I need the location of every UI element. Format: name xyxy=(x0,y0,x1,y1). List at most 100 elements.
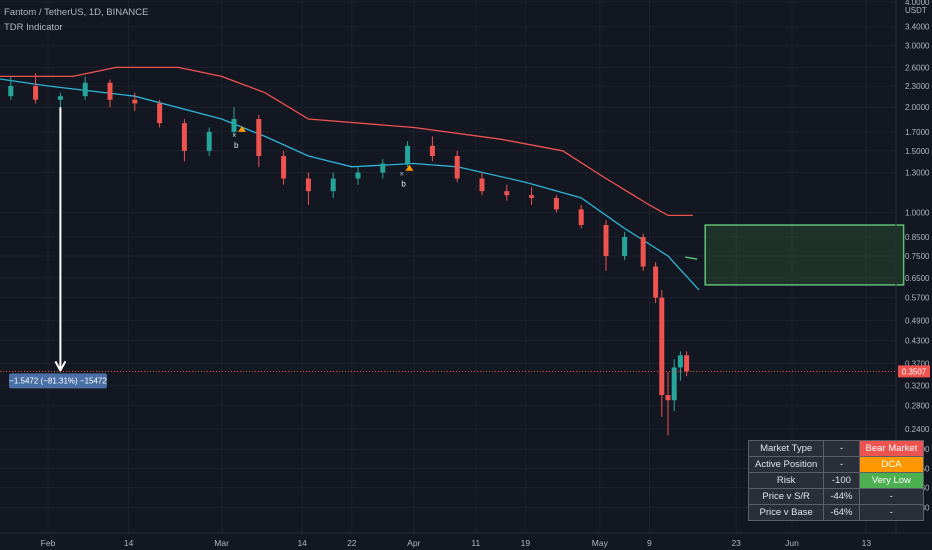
measure-label: −1.5472 (−81.31%) −15472 xyxy=(9,376,107,385)
measure-arrow-head xyxy=(54,360,67,373)
candles xyxy=(8,73,690,436)
candle-body xyxy=(578,209,584,226)
candle-body xyxy=(684,355,690,372)
price-tick-label: 0.8500 xyxy=(905,233,930,242)
time-tick-label: Mar xyxy=(214,538,229,548)
price-tick-label: 4.0000 xyxy=(905,0,930,7)
time-tick-label: 14 xyxy=(297,538,307,548)
price-tick-label: 1.7000 xyxy=(905,128,930,137)
candle-body xyxy=(33,85,39,100)
candle-body xyxy=(640,237,646,267)
time-tick-label: Jun xyxy=(785,538,799,548)
candle-body xyxy=(659,297,665,396)
candle-body xyxy=(677,355,683,368)
time-tick-label: 14 xyxy=(124,538,134,548)
current-price-badge xyxy=(898,365,930,378)
status-key: Price v Base xyxy=(747,504,825,521)
price-tick-label: 0.7500 xyxy=(905,252,930,261)
candle-body xyxy=(405,145,411,164)
candle-body xyxy=(107,82,113,100)
candle-body xyxy=(355,172,361,179)
time-axis[interactable]: Feb 14 Mar 14 22 Apr 11 19 May 9 23 Jun 13 xyxy=(0,532,932,548)
status-key: Risk xyxy=(747,472,825,489)
candle-body xyxy=(529,195,535,198)
candle-body xyxy=(57,96,63,100)
candle-body xyxy=(157,103,163,124)
status-key: Price v S/R xyxy=(747,488,825,505)
status-badge: Bear Market xyxy=(858,440,925,457)
buy-arrow-icon xyxy=(405,164,414,171)
price-tick-label: 0.3200 xyxy=(905,381,930,390)
status-badge: - xyxy=(858,504,925,521)
status-row: Market Type - Bear Market xyxy=(747,440,925,457)
price-tick-label: 0.4900 xyxy=(905,317,930,326)
price-tick-label: 0.5700 xyxy=(905,294,930,303)
price-tick-label: 0.2400 xyxy=(905,425,930,434)
candle-body xyxy=(281,155,287,179)
candle-body xyxy=(206,131,212,151)
candle-body xyxy=(671,367,677,401)
buy-cross-icon: × xyxy=(232,131,237,140)
price-tick-label: 2.0000 xyxy=(905,103,930,112)
status-key: Active Position xyxy=(747,456,825,473)
target-zone-box xyxy=(704,224,905,286)
annotations: Sell×b×b−1.5472 (−81.31%) −15472 xyxy=(0,107,896,389)
chart-legend: Fantom / TetherUS, 1D, BINANCE TDR Indic… xyxy=(4,5,149,35)
measure-badge xyxy=(9,373,107,389)
target-zone xyxy=(704,224,905,286)
candle-body xyxy=(479,178,485,192)
status-value: -44% xyxy=(823,488,860,505)
time-tick-label: 11 xyxy=(471,538,480,548)
candle-body xyxy=(231,119,237,132)
indicator-name[interactable]: TDR Indicator xyxy=(4,22,63,33)
price-tick-label: 1.5000 xyxy=(905,147,930,156)
candle-body xyxy=(82,82,88,97)
projection-dash xyxy=(685,256,698,260)
price-tick-label: 3.0000 xyxy=(905,42,930,51)
candle-body xyxy=(305,178,311,192)
price-tick-label: 0.2800 xyxy=(905,402,930,411)
symbol-title[interactable]: Fantom / TetherUS, 1D, BINANCE xyxy=(4,7,149,18)
status-row: Price v Base -64% - xyxy=(747,504,925,521)
candle-body xyxy=(256,119,262,156)
status-value: - xyxy=(823,456,860,473)
status-badge: DCA xyxy=(858,456,925,473)
time-tick-label: 13 xyxy=(862,538,872,548)
status-value: -64% xyxy=(823,504,860,521)
time-tick-label: Feb xyxy=(41,538,56,548)
time-tick-label: 19 xyxy=(521,538,531,548)
candle-body xyxy=(132,99,138,104)
price-tick-label: 1.3000 xyxy=(905,169,930,178)
status-row: Active Position - DCA xyxy=(747,456,925,473)
candle-body xyxy=(553,197,559,210)
candle-body xyxy=(504,191,510,196)
price-tick-label: 0.4300 xyxy=(905,336,930,345)
price-tick-label: 1.0000 xyxy=(905,208,930,217)
status-value: - xyxy=(823,440,860,457)
time-tick-label: 23 xyxy=(731,538,741,548)
time-tick-label: 9 xyxy=(647,538,652,548)
candle-body xyxy=(330,178,336,192)
time-tick-label: Apr xyxy=(407,538,420,548)
status-badge: Very Low xyxy=(858,472,925,489)
buy-arrow-icon xyxy=(238,125,246,132)
tdr-status-table: Market Type - Bear Market Active Position - D… xyxy=(747,440,925,521)
candle-body xyxy=(8,85,14,97)
status-badge: - xyxy=(858,488,925,505)
candle-body xyxy=(454,155,460,179)
candle-body xyxy=(380,163,386,173)
candle-body xyxy=(653,266,659,298)
price-tick-label: 0.6500 xyxy=(905,274,930,283)
candle-body xyxy=(429,145,435,156)
buy-signal-label: b xyxy=(234,141,239,150)
time-tick-label: 22 xyxy=(347,538,357,548)
price-tick-label: 0.3700 xyxy=(905,359,930,368)
candle-body xyxy=(181,123,187,151)
time-tick-label: May xyxy=(592,538,609,548)
price-tick-label: 3.4000 xyxy=(905,23,930,32)
resistance-line xyxy=(0,66,693,217)
status-key: Market Type xyxy=(747,440,825,457)
candle-body xyxy=(603,225,609,257)
price-axis-currency: USDT xyxy=(905,6,927,15)
